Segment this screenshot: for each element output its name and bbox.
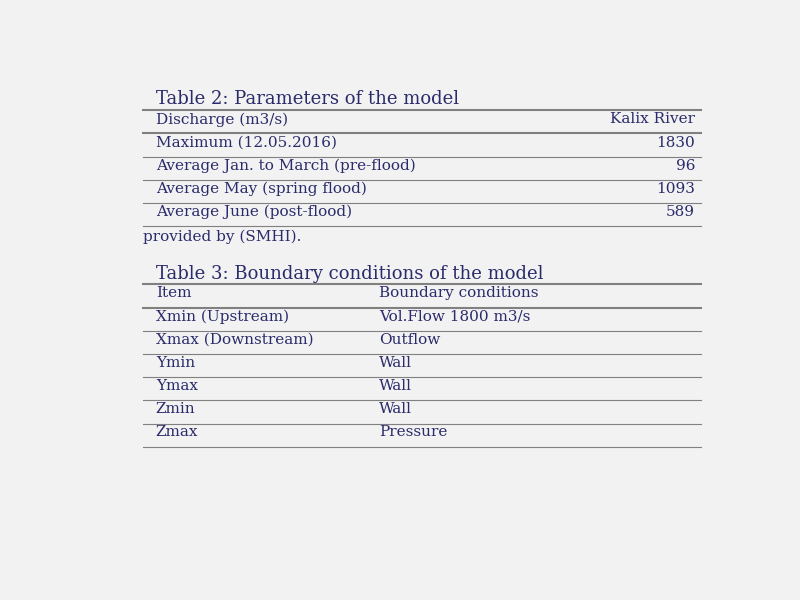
Text: Outflow: Outflow	[379, 333, 440, 347]
Text: Ymax: Ymax	[156, 379, 198, 393]
Text: Average May (spring flood): Average May (spring flood)	[156, 182, 366, 196]
Text: Kalix River: Kalix River	[610, 112, 695, 126]
Text: 589: 589	[666, 205, 695, 219]
Text: Wall: Wall	[379, 379, 412, 393]
Text: Table 3: Boundary conditions of the model: Table 3: Boundary conditions of the mode…	[156, 265, 543, 283]
Text: provided by (SMHI).: provided by (SMHI).	[143, 230, 302, 244]
Text: Average Jan. to March (pre-flood): Average Jan. to March (pre-flood)	[156, 159, 415, 173]
Text: Xmax (Downstream): Xmax (Downstream)	[156, 333, 314, 347]
Text: 1830: 1830	[657, 136, 695, 150]
Text: Wall: Wall	[379, 403, 412, 416]
Text: Xmin (Upstream): Xmin (Upstream)	[156, 310, 289, 325]
Text: Item: Item	[156, 286, 191, 301]
Text: Zmax: Zmax	[156, 425, 198, 439]
Text: Table 2: Parameters of the model: Table 2: Parameters of the model	[156, 91, 459, 109]
Text: 1093: 1093	[656, 182, 695, 196]
Text: Wall: Wall	[379, 356, 412, 370]
Text: Ymin: Ymin	[156, 356, 195, 370]
Text: Zmin: Zmin	[156, 403, 195, 416]
Text: Boundary conditions: Boundary conditions	[379, 286, 538, 301]
Text: Vol.Flow 1800 m3/s: Vol.Flow 1800 m3/s	[379, 310, 530, 324]
Text: Pressure: Pressure	[379, 425, 447, 439]
Text: 96: 96	[676, 159, 695, 173]
Text: Average June (post-flood): Average June (post-flood)	[156, 205, 352, 220]
Text: Discharge (m3/s): Discharge (m3/s)	[156, 112, 288, 127]
Text: Maximum (12.05.2016): Maximum (12.05.2016)	[156, 136, 337, 150]
